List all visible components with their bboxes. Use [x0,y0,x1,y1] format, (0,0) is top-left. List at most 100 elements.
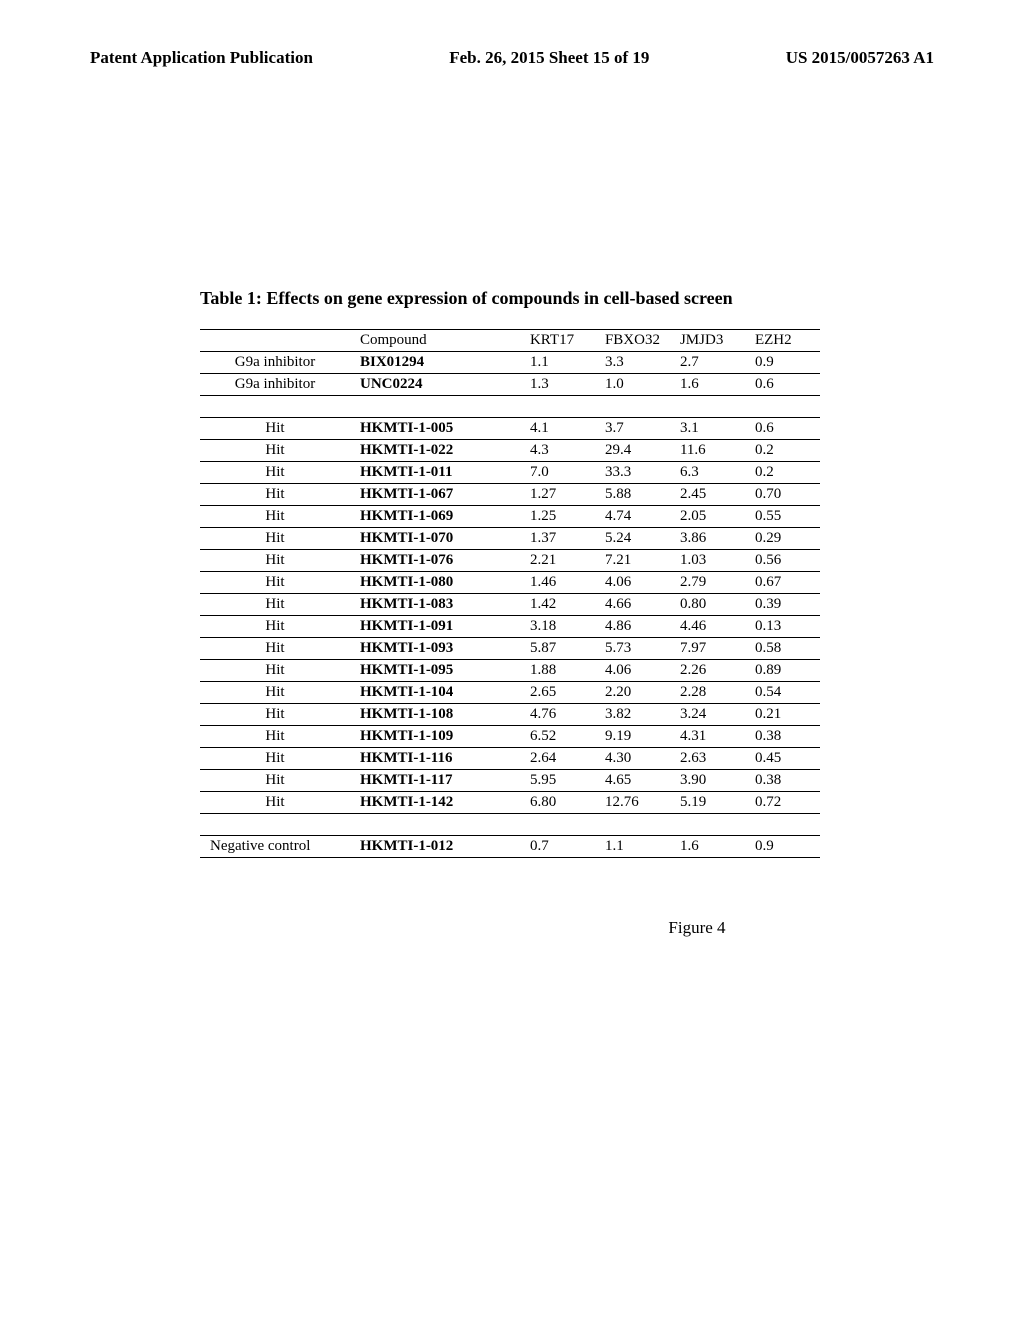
cell-value: 1.25 [520,506,595,528]
cell-value: 1.6 [670,836,745,858]
cell-value: 4.1 [520,418,595,440]
cell-value: 6.3 [670,462,745,484]
cell-value: 0.80 [670,594,745,616]
cell-value: 0.2 [745,462,820,484]
cell-value: 1.3 [520,374,595,396]
table-row: Hit HKMTI-1-080 1.46 4.06 2.79 0.67 [200,572,820,594]
cell-value: 5.19 [670,792,745,814]
cell-compound: HKMTI-1-011 [350,462,520,484]
table-row: Hit HKMTI-1-076 2.21 7.21 1.03 0.56 [200,550,820,572]
cell-compound: HKMTI-1-091 [350,616,520,638]
cell-compound: HKMTI-1-012 [350,836,520,858]
cell-value: 0.9 [745,836,820,858]
cell-label: G9a inhibitor [200,352,350,374]
cell-value: 1.27 [520,484,595,506]
cell-value: 2.63 [670,748,745,770]
cell-value: 2.05 [670,506,745,528]
cell-label: Hit [200,748,350,770]
cell-value: 2.28 [670,682,745,704]
cell-value: 0.72 [745,792,820,814]
cell-value: 1.03 [670,550,745,572]
cell-compound: HKMTI-1-022 [350,440,520,462]
cell-value: 0.67 [745,572,820,594]
cell-value: 2.45 [670,484,745,506]
cell-label: Hit [200,704,350,726]
cell-compound: HKMTI-1-117 [350,770,520,792]
spacer-row [200,814,820,836]
cell-label: G9a inhibitor [200,374,350,396]
cell-compound: HKMTI-1-083 [350,594,520,616]
col-header-compound: Compound [350,330,520,352]
table-row: Hit HKMTI-1-070 1.37 5.24 3.86 0.29 [200,528,820,550]
table-header-row: Compound KRT17 FBXO32 JMJD3 EZH2 [200,330,820,352]
table-title: Table 1: Effects on gene expression of c… [200,288,914,309]
cell-value: 7.97 [670,638,745,660]
cell-value: 0.54 [745,682,820,704]
cell-value: 2.20 [595,682,670,704]
cell-value: 3.7 [595,418,670,440]
data-table: Compound KRT17 FBXO32 JMJD3 EZH2 G9a inh… [200,329,820,858]
cell-value: 3.82 [595,704,670,726]
cell-value: 2.7 [670,352,745,374]
cell-value: 2.79 [670,572,745,594]
table-row: Hit HKMTI-1-142 6.80 12.76 5.19 0.72 [200,792,820,814]
cell-value: 3.1 [670,418,745,440]
cell-value: 4.06 [595,572,670,594]
table-row: Hit HKMTI-1-011 7.0 33.3 6.3 0.2 [200,462,820,484]
table-row: Hit HKMTI-1-005 4.1 3.7 3.1 0.6 [200,418,820,440]
cell-value: 1.37 [520,528,595,550]
col-header-blank [200,330,350,352]
cell-value: 0.38 [745,726,820,748]
cell-compound: UNC0224 [350,374,520,396]
page-header: Patent Application Publication Feb. 26, … [0,0,1024,68]
cell-value: 4.66 [595,594,670,616]
table-row: Hit HKMTI-1-067 1.27 5.88 2.45 0.70 [200,484,820,506]
cell-value: 0.13 [745,616,820,638]
cell-label: Hit [200,550,350,572]
col-header-jmjd3: JMJD3 [670,330,745,352]
cell-label: Hit [200,418,350,440]
cell-value: 6.80 [520,792,595,814]
header-center: Feb. 26, 2015 Sheet 15 of 19 [449,48,649,68]
cell-value: 7.21 [595,550,670,572]
cell-value: 29.4 [595,440,670,462]
cell-compound: HKMTI-1-095 [350,660,520,682]
cell-value: 2.21 [520,550,595,572]
cell-compound: HKMTI-1-109 [350,726,520,748]
cell-value: 4.76 [520,704,595,726]
cell-value: 0.55 [745,506,820,528]
cell-value: 1.1 [595,836,670,858]
cell-value: 4.3 [520,440,595,462]
cell-compound: HKMTI-1-076 [350,550,520,572]
table-row: Hit HKMTI-1-117 5.95 4.65 3.90 0.38 [200,770,820,792]
cell-value: 5.73 [595,638,670,660]
cell-compound: BIX01294 [350,352,520,374]
cell-label: Hit [200,792,350,814]
cell-value: 1.1 [520,352,595,374]
cell-label: Hit [200,506,350,528]
cell-value: 2.64 [520,748,595,770]
cell-value: 2.65 [520,682,595,704]
table-row: Hit HKMTI-1-095 1.88 4.06 2.26 0.89 [200,660,820,682]
cell-value: 0.89 [745,660,820,682]
table-row: Hit HKMTI-1-116 2.64 4.30 2.63 0.45 [200,748,820,770]
cell-label: Negative control [200,836,350,858]
table-row: Hit HKMTI-1-022 4.3 29.4 11.6 0.2 [200,440,820,462]
cell-label: Hit [200,616,350,638]
table-row: Hit HKMTI-1-108 4.76 3.82 3.24 0.21 [200,704,820,726]
header-left: Patent Application Publication [90,48,313,68]
table-row: Hit HKMTI-1-104 2.65 2.20 2.28 0.54 [200,682,820,704]
cell-compound: HKMTI-1-069 [350,506,520,528]
cell-compound: HKMTI-1-080 [350,572,520,594]
cell-value: 0.2 [745,440,820,462]
cell-label: Hit [200,440,350,462]
cell-label: Hit [200,594,350,616]
cell-value: 12.76 [595,792,670,814]
col-header-ezh2: EZH2 [745,330,820,352]
cell-value: 0.70 [745,484,820,506]
cell-value: 4.86 [595,616,670,638]
cell-label: Hit [200,726,350,748]
content-area: Table 1: Effects on gene expression of c… [0,68,1024,938]
cell-value: 0.7 [520,836,595,858]
cell-value: 0.45 [745,748,820,770]
